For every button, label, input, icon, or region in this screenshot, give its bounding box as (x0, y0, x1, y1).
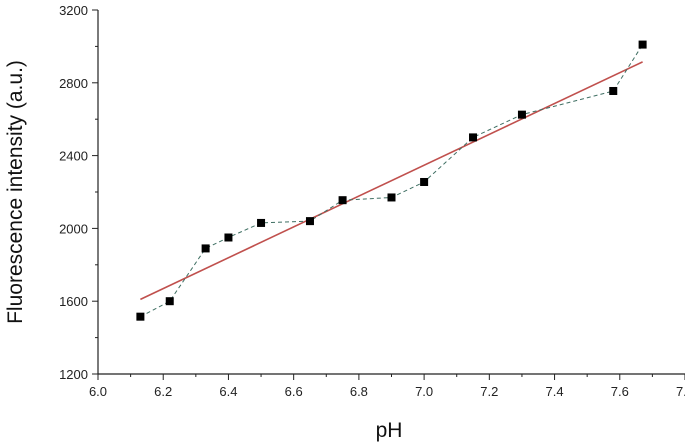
labels-group: 6.0 6.2 6.4 6.6 6.8 7.0 7.2 7.4 7.6 7.8 1200 1600 20… (59, 3, 685, 399)
data-point (338, 196, 347, 205)
y-tick-label: 2800 (59, 76, 88, 91)
y-tick-label: 1600 (59, 294, 88, 309)
data-point (609, 86, 618, 95)
y-tick-label: 2400 (59, 149, 88, 164)
data-point (305, 217, 314, 226)
x-tick-label: 6.8 (350, 384, 368, 399)
y-tick-label: 1200 (59, 367, 88, 382)
x-tick-label: 7.0 (415, 384, 433, 399)
data-point (136, 312, 145, 321)
data-point (387, 193, 396, 202)
data-point (420, 177, 429, 186)
x-tick-label: 7.2 (480, 384, 498, 399)
x-tick-label: 6.4 (219, 384, 237, 399)
y-axis-title: Fluorescence intensity (a.u.) (4, 60, 27, 324)
data-point (165, 297, 174, 306)
fit-line (140, 61, 643, 301)
fit-line-group (140, 61, 643, 301)
x-axis-title: pH (376, 419, 403, 442)
y-tick-label: 3200 (59, 3, 88, 18)
x-tick-label: 6.2 (154, 384, 172, 399)
x-tick-label: 7.8 (676, 384, 685, 399)
data-point (257, 218, 266, 227)
x-tick-label: 7.4 (546, 384, 564, 399)
data-point (224, 233, 233, 242)
x-tick-label: 6.6 (285, 384, 303, 399)
x-tick-label: 6.0 (89, 384, 107, 399)
y-tick-label: 2000 (59, 221, 88, 236)
data-point (638, 40, 647, 49)
series-group (136, 40, 647, 321)
data-point (201, 244, 210, 253)
data-point (469, 133, 478, 142)
data-point (517, 110, 526, 119)
x-tick-label: 7.6 (611, 384, 629, 399)
axes (92, 9, 685, 380)
